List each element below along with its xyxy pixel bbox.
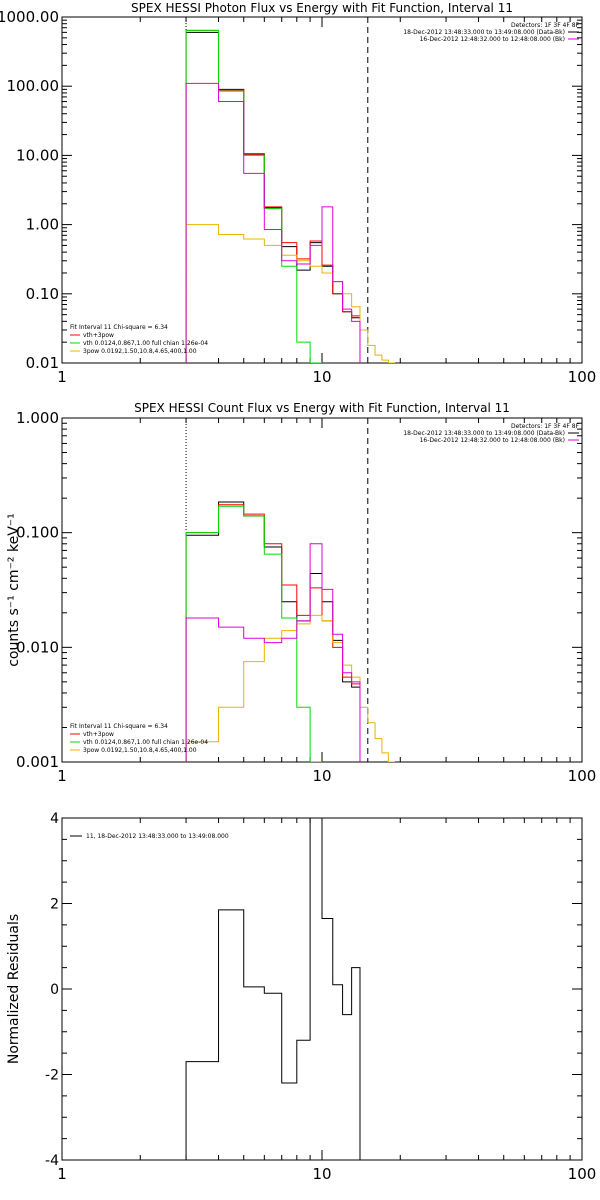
legend-top-entry: 18-Dec-2012 13:48:33.000 to 13:49:08.000…	[403, 430, 565, 437]
y-tick-label: 0	[50, 982, 59, 998]
legend-bottom-entry: Fit Interval 11 Chi-square = 6.34	[70, 324, 168, 331]
x-tick-label: 10	[312, 1165, 331, 1183]
legend-bottom-entry: 3pow 0.0192,1.50,10.8,4.65,400,1.00	[83, 747, 197, 754]
series-line-0	[185, 818, 361, 1160]
legend-top-entry: 16-Dec-2012 12:48:32.000 to 12:48:08.000…	[420, 437, 565, 444]
y-tick-label: 0.001	[16, 753, 59, 771]
legend-top-entry: 16-Dec-2012 12:48:32.000 to 12:48:08.000…	[420, 36, 565, 43]
x-tick-label: 100	[568, 1165, 597, 1183]
y-tick-label: 0.010	[16, 638, 59, 656]
x-tick-label: 10	[312, 767, 331, 785]
y-tick-label: 100.00	[7, 77, 60, 95]
x-tick-label: 100	[568, 368, 597, 386]
y-tick-label: 4	[50, 811, 59, 827]
chart-title: SPEX HESSI Photon Flux vs Energy with Fi…	[131, 1, 513, 15]
residuals-panel: 1 10 100 -4 -2 0 2 4 Normalized Residuals 11, 18-…	[6, 811, 597, 1183]
series-line-3	[185, 224, 395, 363]
y-tick-label: 1000.00	[0, 8, 59, 26]
legend-top-entry: Detectors: 1F 3F 4F 8F	[511, 423, 580, 430]
legend-top-entry: 18-Dec-2012 13:48:33.000 to 13:49:08.000…	[403, 29, 565, 36]
series-line-2	[185, 29, 323, 363]
y-tick-label: 1.00	[26, 216, 59, 234]
y-tick-label: 10.00	[16, 146, 59, 164]
legend-bottom-entry: vth 0.0124,0.867,1.00 full chian 1.26e-0…	[83, 340, 208, 347]
legend-top-entry: Detectors: 1F 3F 4F 8F	[511, 22, 580, 29]
series-line-4	[185, 543, 361, 762]
series-line-0	[185, 501, 361, 762]
series-line-1	[185, 504, 361, 762]
legend-entry: 11, 18-Dec-2012 13:48:33.000 to 13:49:08…	[86, 833, 229, 840]
legend-bottom-entry: vth+3pow	[83, 332, 114, 339]
legend-bottom-entry: vth+3pow	[83, 731, 114, 738]
x-tick-label: 1	[57, 1165, 67, 1183]
x-tick-label: 10	[312, 368, 331, 386]
y-tick-label: 2	[50, 897, 59, 913]
x-tick-label: 1	[57, 368, 67, 386]
series-line-4	[185, 82, 361, 363]
y-axis-label: counts s⁻¹ cm⁻² keV⁻¹	[6, 513, 22, 667]
y-tick-label: 0.100	[16, 524, 59, 542]
y-tick-label: 0.01	[26, 354, 59, 372]
count-flux-panel: SPEX HESSI Count Flux vs Energy with Fit…	[6, 401, 597, 785]
x-tick-label: 100	[568, 767, 597, 785]
y-tick-label: 1.000	[16, 409, 59, 427]
series-line-0	[185, 31, 361, 363]
series-line-1	[185, 29, 361, 363]
y-axis-label: Normalized Residuals	[6, 914, 22, 1064]
series-line-3	[185, 614, 395, 762]
plot-frame	[61, 16, 583, 364]
y-tick-label: -4	[45, 1153, 59, 1169]
legend-bottom-entry: 3pow 0.0192,1.50,10.8,4.65,400,1.00	[83, 348, 197, 355]
series-line-2	[185, 505, 323, 762]
y-tick-label: -2	[45, 1068, 59, 1084]
x-tick-label: 1	[57, 767, 67, 785]
photon-flux-panel: SPEX HESSI Photon Flux vs Energy with Fi…	[0, 1, 596, 386]
legend-bottom-entry: Fit Interval 11 Chi-square = 6.34	[70, 723, 168, 730]
legend-bottom-entry: vth 0.0124,0.867,1.00 full chian 1.26e-0…	[83, 739, 208, 746]
chart-title: SPEX HESSI Count Flux vs Energy with Fit…	[134, 401, 510, 415]
y-tick-label: 0.10	[26, 285, 59, 303]
